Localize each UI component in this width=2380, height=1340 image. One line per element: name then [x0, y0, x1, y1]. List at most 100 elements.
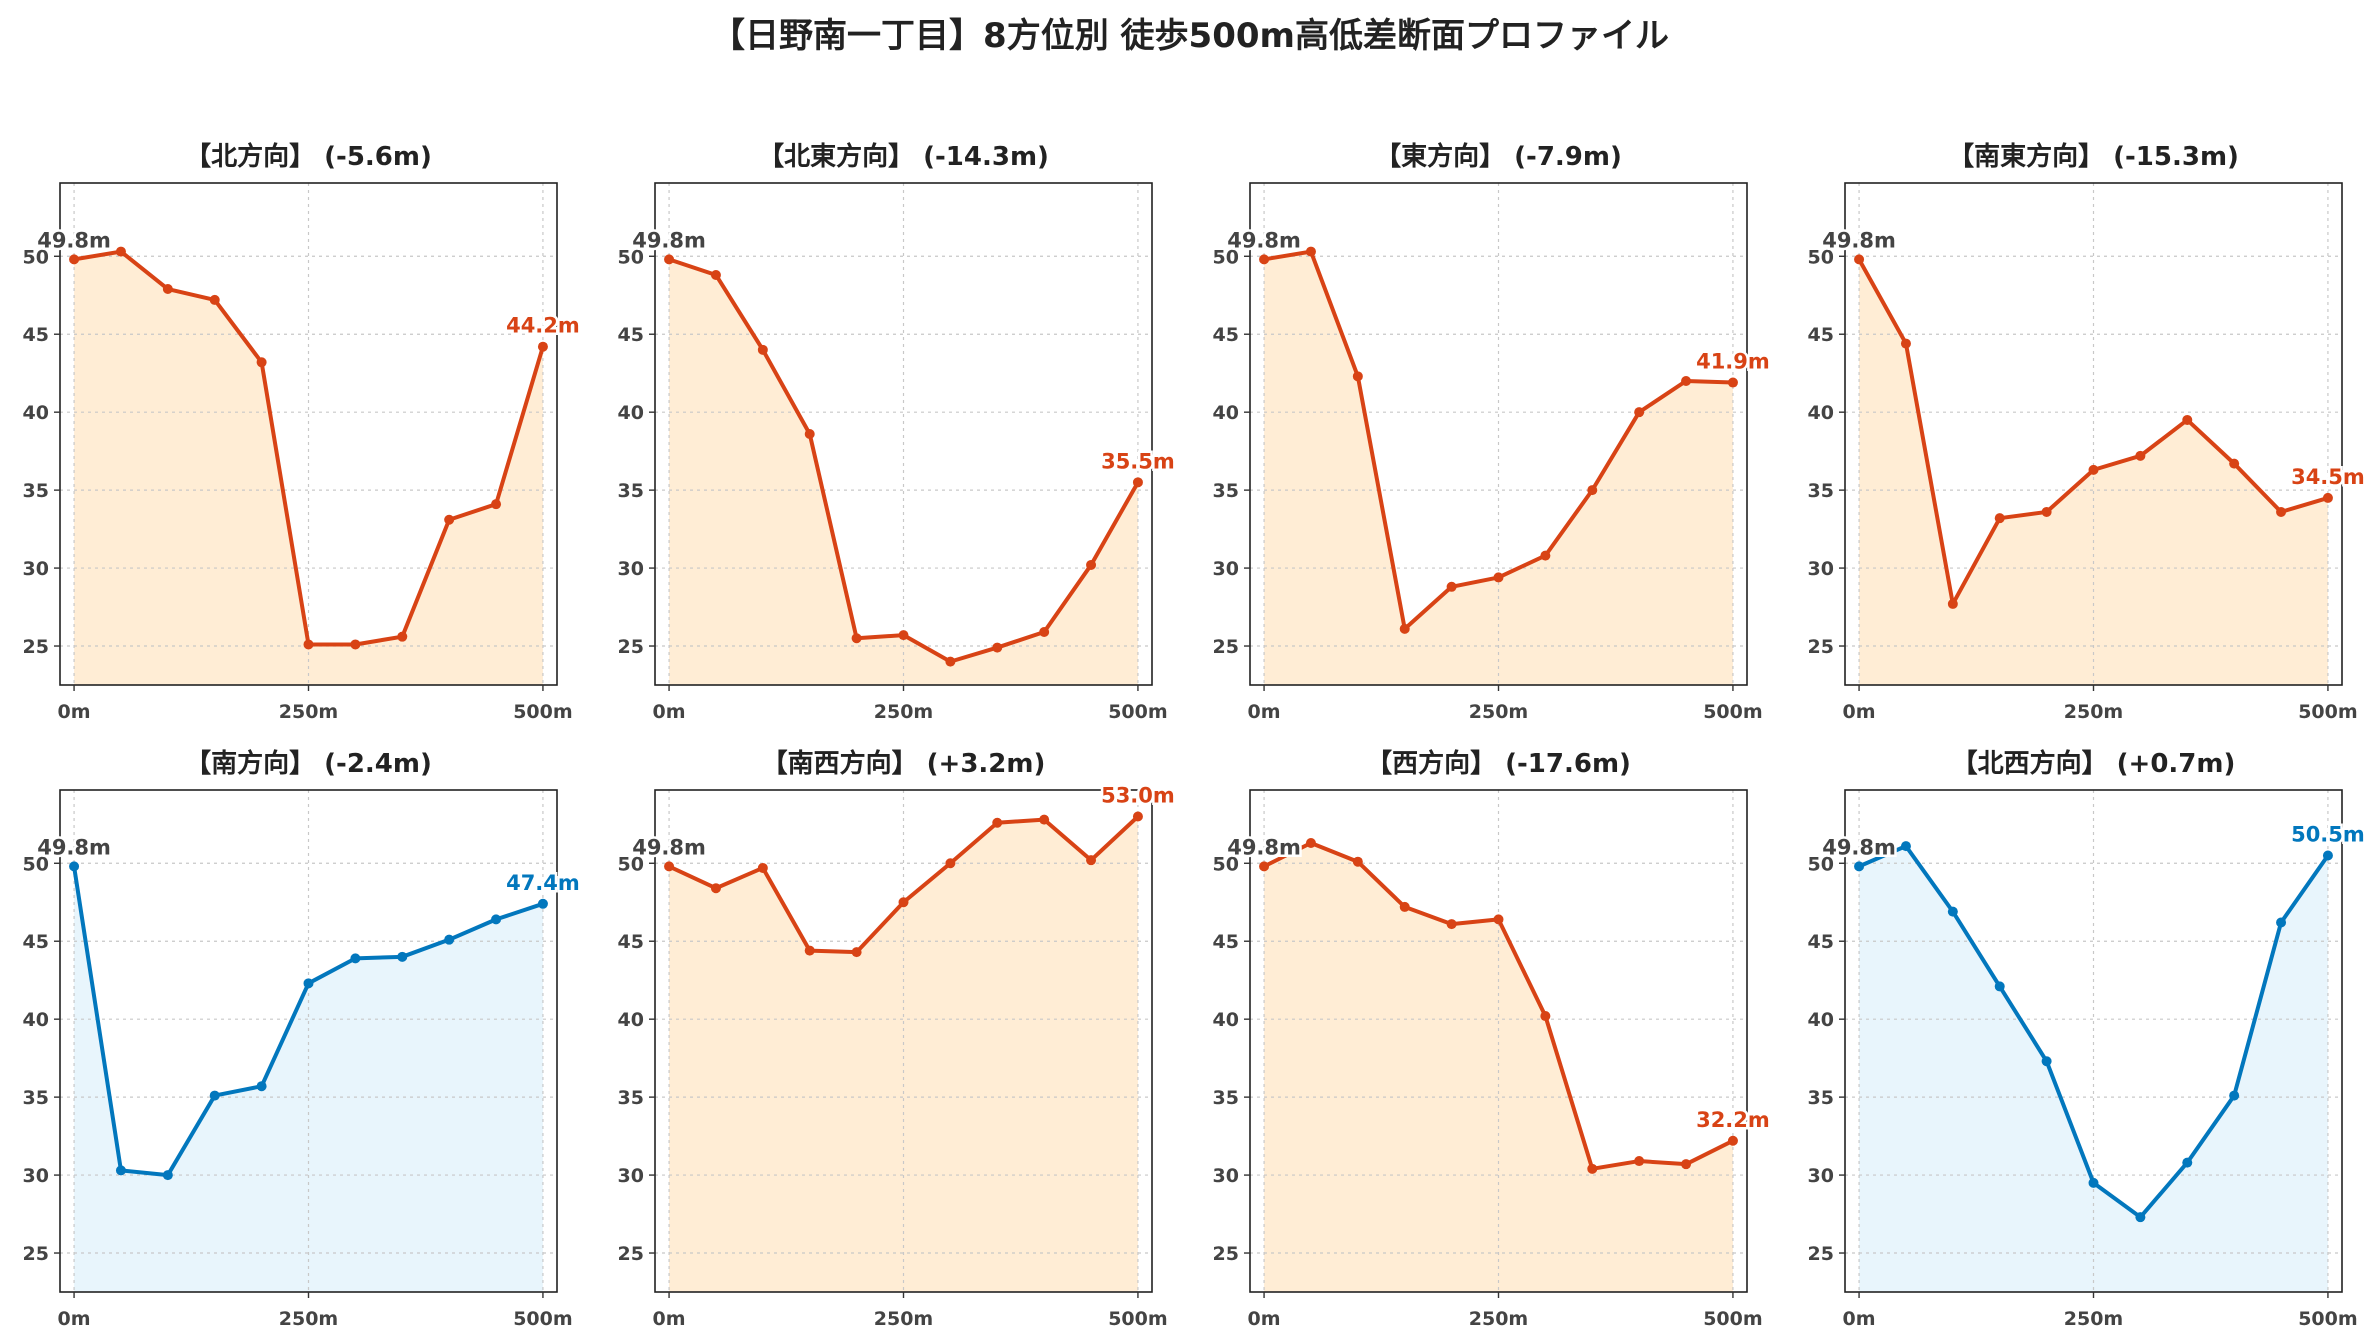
- data-point: [397, 631, 408, 642]
- data-point: [2276, 917, 2287, 928]
- data-point: [992, 642, 1003, 653]
- y-tick-label: 30: [1808, 558, 1834, 580]
- data-point: [303, 639, 314, 650]
- x-tick-label: 500m: [1703, 701, 1762, 723]
- data-point: [851, 947, 862, 958]
- data-point: [2229, 458, 2240, 469]
- y-tick-label: 35: [1213, 1087, 1239, 1109]
- panel-title: 【南西方向】 (+3.2m): [762, 748, 1046, 779]
- y-tick-label: 30: [23, 1165, 49, 1187]
- y-tick-label: 40: [1808, 402, 1834, 424]
- x-tick-label: 500m: [2298, 701, 2357, 723]
- data-point: [537, 341, 548, 352]
- data-point: [1086, 559, 1097, 570]
- data-point: [757, 862, 768, 873]
- x-tick-label: 0m: [58, 701, 91, 723]
- data-point: [664, 861, 675, 872]
- data-point: [804, 429, 815, 439]
- data-point: [1587, 1163, 1598, 1174]
- x-tick-label: 250m: [2064, 1308, 2123, 1330]
- data-point: [757, 344, 768, 355]
- end-value-label: 32.2m: [1696, 1108, 1770, 1132]
- y-tick-label: 50: [1213, 246, 1239, 268]
- data-point: [1305, 246, 1316, 257]
- x-tick-label: 250m: [2064, 701, 2123, 723]
- data-point: [1132, 811, 1143, 822]
- x-tick-label: 250m: [874, 701, 933, 723]
- y-tick-label: 45: [1213, 931, 1239, 953]
- y-tick-label: 30: [1213, 1165, 1239, 1187]
- x-tick-label: 250m: [1469, 1308, 1528, 1330]
- data-point: [1681, 375, 1692, 386]
- y-tick-label: 50: [1808, 246, 1834, 268]
- area-fill: [74, 251, 543, 686]
- area-fill: [669, 259, 1138, 685]
- data-point: [945, 656, 956, 667]
- y-tick-label: 40: [23, 1009, 49, 1031]
- y-tick-label: 35: [1808, 480, 1834, 502]
- y-tick-label: 30: [618, 558, 644, 580]
- data-point: [710, 883, 721, 894]
- y-tick-label: 25: [23, 1243, 49, 1265]
- data-point: [1587, 485, 1598, 496]
- data-point: [1039, 626, 1050, 637]
- y-tick-label: 30: [1213, 558, 1239, 580]
- y-tick-label: 25: [618, 636, 644, 658]
- panel-title: 【東方向】 (-7.9m): [1375, 141, 1622, 172]
- panel-title: 【西方向】 (-17.6m): [1366, 748, 1631, 779]
- data-point: [491, 914, 502, 925]
- data-point: [2135, 1212, 2146, 1223]
- data-point: [1854, 254, 1865, 265]
- data-point: [1086, 855, 1097, 866]
- x-tick-label: 500m: [2298, 1308, 2357, 1330]
- data-point: [2041, 506, 2052, 517]
- y-tick-label: 35: [23, 480, 49, 502]
- x-tick-label: 250m: [874, 1308, 933, 1330]
- data-point: [2276, 506, 2287, 517]
- panel-title: 【北東方向】 (-14.3m): [758, 141, 1049, 172]
- data-point: [491, 499, 502, 510]
- end-value-label: 53.0m: [1101, 784, 1175, 808]
- data-point: [1540, 550, 1551, 561]
- y-tick-label: 35: [1808, 1087, 1834, 1109]
- start-value-label: 49.8m: [1227, 228, 1301, 252]
- data-point: [444, 514, 455, 525]
- data-point: [1352, 371, 1363, 382]
- y-tick-label: 35: [1213, 480, 1239, 502]
- data-point: [1947, 906, 1958, 917]
- y-tick-label: 25: [1808, 1243, 1834, 1265]
- end-value-label: 41.9m: [1696, 350, 1770, 374]
- data-point: [2322, 850, 2333, 861]
- y-tick-label: 35: [23, 1087, 49, 1109]
- data-point: [1994, 981, 2005, 992]
- data-point: [209, 294, 220, 305]
- y-tick-label: 30: [1808, 1165, 1834, 1187]
- data-point: [1727, 377, 1738, 388]
- page-title: 【日野南一丁目】8方位別 徒歩500m高低差断面プロファイル: [711, 16, 1669, 56]
- data-point: [945, 858, 956, 869]
- data-point: [664, 254, 675, 265]
- start-value-label: 49.8m: [632, 835, 706, 859]
- start-value-label: 49.8m: [1822, 835, 1896, 859]
- data-point: [1947, 598, 1958, 609]
- x-tick-label: 0m: [1248, 701, 1281, 723]
- data-point: [209, 1090, 220, 1101]
- data-point: [2182, 1157, 2193, 1168]
- y-tick-label: 25: [1808, 636, 1834, 658]
- start-value-label: 49.8m: [1227, 835, 1301, 859]
- data-point: [115, 1165, 126, 1176]
- y-tick-label: 40: [618, 1009, 644, 1031]
- panel-title: 【南東方向】 (-15.3m): [1948, 141, 2239, 172]
- y-tick-label: 35: [618, 1087, 644, 1109]
- x-tick-label: 0m: [653, 701, 686, 723]
- start-value-label: 49.8m: [632, 228, 706, 252]
- area-fill: [669, 816, 1138, 1292]
- data-point: [1132, 477, 1143, 488]
- x-tick-label: 500m: [513, 1308, 572, 1330]
- data-point: [898, 630, 909, 641]
- data-point: [1900, 841, 1911, 852]
- start-value-label: 49.8m: [37, 228, 111, 252]
- data-point: [537, 898, 548, 909]
